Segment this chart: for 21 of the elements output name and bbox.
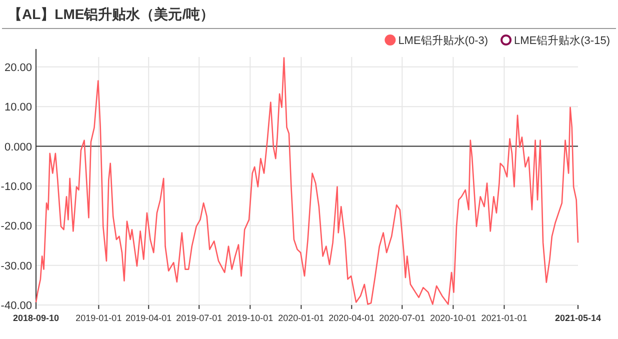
x-tick-label: 2020-07-01	[379, 313, 426, 323]
y-tick-label: -20.00	[0, 220, 32, 233]
y-tick-label: -30.00	[0, 260, 32, 272]
x-tick-label: 2020-01-01	[278, 313, 324, 323]
y-tick-label: 0.000	[4, 141, 32, 154]
x-tick-label: 2020-10-01	[430, 313, 476, 323]
x-tick-label: 2021-05-14	[554, 313, 602, 323]
x-tick-label: 2021-01-01	[481, 313, 528, 323]
x-tick-label: 2019-07-01	[176, 313, 222, 323]
x-tick-label: 2018-09-10	[12, 313, 60, 323]
y-tick-label: -10.00	[0, 180, 32, 193]
y-tick-label: 10.00	[4, 102, 32, 114]
x-tick-label: 2019-04-01	[126, 313, 172, 323]
chart-title: 【AL】LME铝升贴水（美元/吨）	[8, 6, 214, 22]
legend-label: LME铝升贴水(3-15)	[514, 34, 610, 47]
y-tick-label: -40.00	[0, 300, 32, 312]
x-tick-label: 2020-04-01	[328, 313, 375, 323]
legend-label: LME铝升贴水(0-3)	[398, 34, 488, 47]
x-tick-label: 2019-01-01	[76, 313, 122, 323]
x-tick-label: 2019-10-01	[227, 313, 274, 323]
y-tick-label: 20.00	[4, 62, 32, 74]
